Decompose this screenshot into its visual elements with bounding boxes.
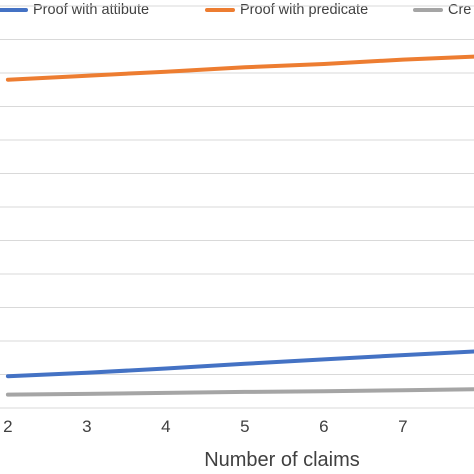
legend-swatch-attribute <box>0 8 28 12</box>
x-tick-label: 3 <box>82 417 91 436</box>
series-line-2 <box>5 387 474 397</box>
series-line-0 <box>5 349 474 379</box>
series-lines <box>5 54 474 397</box>
x-tick-label: 5 <box>240 417 249 436</box>
legend-swatch-predicate <box>205 8 235 12</box>
legend-swatch-cre <box>413 8 443 12</box>
x-tick-label: 2 <box>3 417 12 436</box>
x-axis-ticks: 2345678 <box>3 417 407 436</box>
x-tick-label: 7 <box>398 417 407 436</box>
x-tick-label: 6 <box>319 417 328 436</box>
x-tick-label: 4 <box>161 417 170 436</box>
series-line-1 <box>5 54 474 82</box>
x-axis-label: Number of claims <box>204 449 360 471</box>
gridlines <box>0 5 474 409</box>
